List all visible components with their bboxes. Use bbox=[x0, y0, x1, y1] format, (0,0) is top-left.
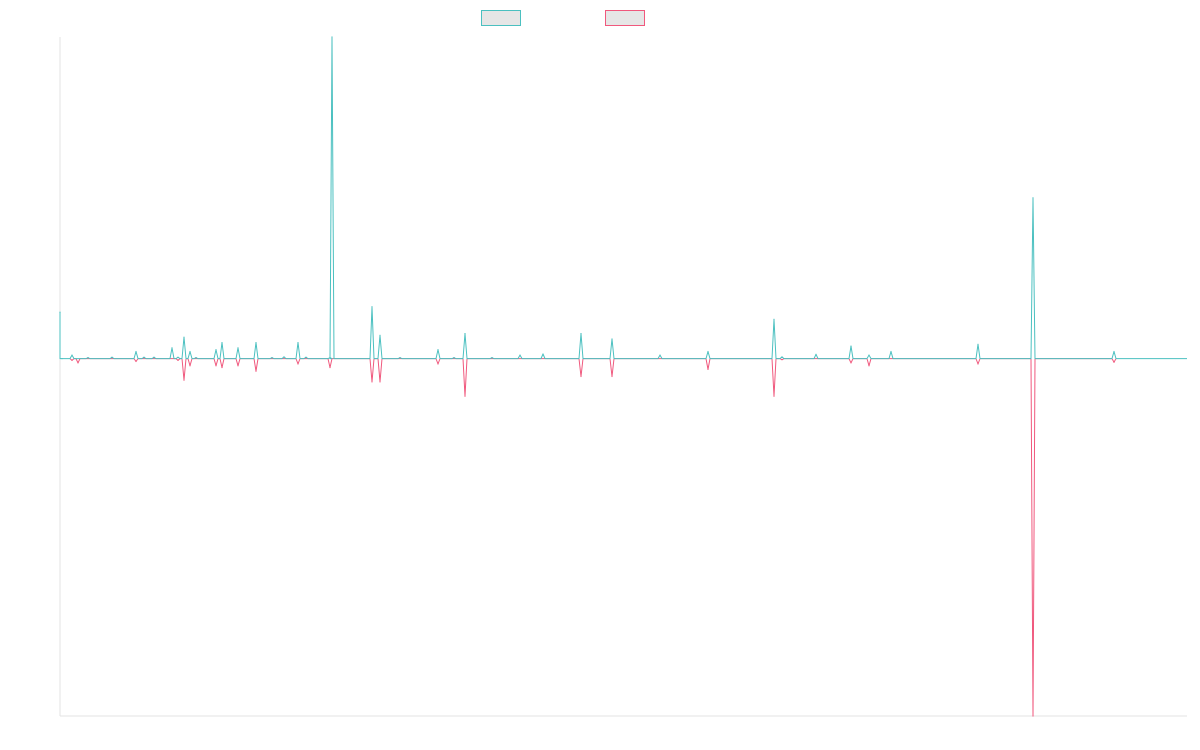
series-1-point-16 bbox=[237, 347, 239, 349]
series-1-point-37 bbox=[773, 318, 775, 320]
series-1-point-9 bbox=[171, 347, 173, 349]
series-1-point-31 bbox=[519, 354, 521, 356]
series-1-point-33 bbox=[580, 333, 582, 335]
series-layer bbox=[59, 36, 1187, 717]
series-2-point-11 bbox=[297, 363, 299, 365]
series-1-point-26 bbox=[399, 356, 401, 359]
series-1-point-3 bbox=[71, 354, 73, 356]
legend-swatch-2[interactable] bbox=[605, 10, 645, 26]
series-2-point-19 bbox=[707, 368, 709, 370]
series-1-point-18 bbox=[271, 356, 273, 359]
series-2-point-24 bbox=[977, 363, 979, 365]
series-1-point-41 bbox=[868, 354, 870, 356]
series-2-point-25 bbox=[1032, 715, 1034, 717]
series-2-point-23 bbox=[868, 365, 870, 367]
series-2-point-21 bbox=[781, 359, 783, 361]
series-1-point-29 bbox=[464, 333, 466, 335]
series-1-point-35 bbox=[659, 354, 661, 356]
series-2-point-14 bbox=[379, 381, 381, 383]
series-2-point-10 bbox=[255, 370, 257, 372]
series-1-point-13 bbox=[195, 356, 197, 359]
series-1-point-7 bbox=[143, 356, 145, 358]
series-2-point-26 bbox=[1113, 361, 1115, 363]
series-2-point-6 bbox=[189, 365, 191, 367]
series-2-point-17 bbox=[580, 375, 582, 378]
series-1-point-11 bbox=[183, 336, 185, 338]
legend[interactable] bbox=[481, 10, 645, 26]
series-1-point-14 bbox=[215, 349, 217, 351]
series-1-point-30 bbox=[491, 356, 493, 359]
series-2-point-3 bbox=[135, 360, 137, 363]
series-2-point-4 bbox=[177, 359, 179, 362]
series-2-point-7 bbox=[215, 365, 217, 367]
series-2-point-20 bbox=[773, 395, 775, 397]
series-1-point-1 bbox=[59, 311, 61, 313]
series-2-point-12 bbox=[329, 366, 331, 369]
series-1-point-20 bbox=[297, 341, 299, 344]
series-1-point-27 bbox=[437, 349, 439, 351]
series-1-point-15 bbox=[221, 341, 223, 344]
axes bbox=[59, 37, 1187, 717]
series-1-point-42 bbox=[890, 350, 892, 353]
series-1-point-32 bbox=[542, 353, 544, 355]
series-1-point-5 bbox=[111, 356, 113, 358]
series-1-point-8 bbox=[153, 356, 155, 358]
series-1-point-19 bbox=[283, 356, 285, 358]
series-1-point-2 bbox=[61, 358, 63, 360]
series-1-point-43 bbox=[977, 343, 979, 345]
series-1-point-36 bbox=[707, 350, 709, 353]
series-2-point-9 bbox=[237, 365, 239, 367]
series-1-point-38 bbox=[781, 356, 783, 358]
series-1-point-12 bbox=[189, 350, 191, 353]
legend-swatch-1[interactable] bbox=[481, 10, 521, 26]
series-2-point-13 bbox=[371, 381, 373, 383]
series-1-point-34 bbox=[611, 338, 613, 340]
series-2-point-5 bbox=[183, 379, 185, 381]
series-2-point-1 bbox=[71, 359, 73, 362]
series-line-2 bbox=[69, 358, 1117, 717]
series-2-point-22 bbox=[850, 362, 852, 364]
series-1-point-23 bbox=[331, 36, 333, 38]
series-2-point-15 bbox=[437, 363, 439, 365]
series-1-point-21 bbox=[305, 356, 307, 358]
series-1-point-17 bbox=[255, 341, 257, 344]
series-2-point-16 bbox=[464, 395, 466, 397]
series-1-point-39 bbox=[815, 353, 817, 355]
series-2-point-2 bbox=[77, 362, 79, 364]
series-1-point-28 bbox=[453, 356, 455, 359]
series-1-point-22 bbox=[329, 356, 331, 359]
series-1-point-40 bbox=[850, 345, 852, 347]
series-1-point-10 bbox=[177, 356, 179, 358]
series-1-point-6 bbox=[135, 350, 137, 353]
series-1-point-44 bbox=[1032, 197, 1034, 199]
series-2-point-18 bbox=[611, 375, 613, 378]
series-1-point-25 bbox=[379, 334, 381, 336]
series-1-point-4 bbox=[87, 356, 89, 359]
series-line-1 bbox=[59, 36, 1187, 360]
series-1-point-24 bbox=[371, 306, 373, 308]
series-1-point-45 bbox=[1113, 350, 1115, 353]
series-2-point-8 bbox=[221, 366, 223, 369]
